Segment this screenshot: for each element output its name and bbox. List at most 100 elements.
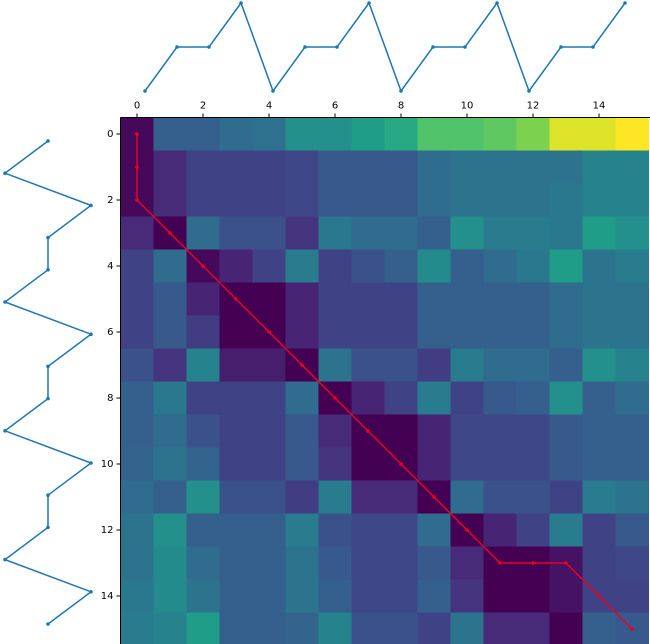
heatmap-cell bbox=[153, 315, 187, 349]
heatmap-cell bbox=[384, 579, 418, 613]
heatmap-cell bbox=[252, 117, 286, 151]
heatmap-cell bbox=[153, 117, 187, 151]
heatmap-cell bbox=[252, 381, 286, 415]
heatmap-cell bbox=[153, 480, 187, 514]
heatmap-cell bbox=[417, 381, 451, 415]
heatmap-cell bbox=[219, 183, 253, 217]
heatmap-cell bbox=[384, 381, 418, 415]
heatmap-cell bbox=[516, 183, 550, 217]
heatmap-cell bbox=[318, 447, 352, 481]
heatmap-cell bbox=[252, 150, 286, 184]
heatmap-cell bbox=[615, 348, 649, 382]
series-point bbox=[591, 45, 595, 49]
heatmap-cell bbox=[516, 579, 550, 613]
heatmap-cell bbox=[417, 414, 451, 448]
heatmap-cell bbox=[120, 414, 154, 448]
heatmap-cell bbox=[252, 447, 286, 481]
heatmap-cell bbox=[120, 612, 154, 644]
heatmap-cell bbox=[285, 546, 319, 580]
heatmap-cell bbox=[384, 315, 418, 349]
y-tick-label: 10 bbox=[101, 459, 114, 470]
heatmap-cell bbox=[285, 579, 319, 613]
x-tick-label: 10 bbox=[461, 101, 474, 112]
series-point bbox=[3, 429, 7, 433]
heatmap-cell bbox=[186, 282, 220, 316]
series-point bbox=[143, 89, 147, 93]
heatmap-cell bbox=[483, 315, 517, 349]
heatmap-cell bbox=[549, 315, 583, 349]
series-point bbox=[46, 364, 50, 369]
heatmap-cell bbox=[285, 447, 319, 481]
heatmap-cell bbox=[252, 579, 286, 613]
heatmap-cell bbox=[318, 117, 352, 151]
heatmap-cell bbox=[153, 282, 187, 316]
series-point bbox=[303, 45, 307, 49]
heatmap-cell bbox=[153, 381, 187, 415]
series-point bbox=[239, 1, 243, 5]
heatmap-cell bbox=[384, 117, 418, 151]
heatmap-cell bbox=[318, 414, 352, 448]
heatmap-cell bbox=[285, 480, 319, 514]
heatmap-cell bbox=[582, 117, 616, 151]
heatmap-cell bbox=[252, 612, 286, 644]
series-point bbox=[46, 139, 50, 143]
heatmap-cell bbox=[417, 183, 451, 217]
heatmap-cell bbox=[219, 546, 253, 580]
y-tick-label: 8 bbox=[107, 393, 113, 404]
series-point bbox=[527, 89, 531, 93]
heatmap-cell bbox=[186, 315, 220, 349]
heatmap-cell bbox=[582, 150, 616, 184]
heatmap-cell bbox=[285, 117, 319, 151]
heatmap-cell bbox=[582, 513, 616, 547]
y-tick-label: 0 bbox=[107, 129, 113, 140]
heatmap-cell bbox=[186, 117, 220, 151]
heatmap-cell bbox=[252, 480, 286, 514]
heatmap-cell bbox=[120, 447, 154, 481]
x-tick-label: 12 bbox=[527, 101, 540, 112]
heatmap-cell bbox=[252, 183, 286, 217]
heatmap-cell bbox=[219, 480, 253, 514]
heatmap-cell bbox=[582, 381, 616, 415]
series-point bbox=[399, 89, 403, 93]
heatmap-cell bbox=[615, 381, 649, 415]
heatmap-cell bbox=[483, 117, 517, 151]
heatmap-cell bbox=[549, 480, 583, 514]
heatmap-cell bbox=[384, 612, 418, 644]
heatmap-cell bbox=[516, 447, 550, 481]
series-point bbox=[431, 45, 435, 49]
heatmap-cell bbox=[582, 282, 616, 316]
heatmap-cell bbox=[318, 579, 352, 613]
heatmap-cell bbox=[483, 183, 517, 217]
series-line bbox=[144, 1, 626, 93]
heatmap-cell bbox=[450, 381, 484, 415]
heatmap-cell bbox=[285, 249, 319, 283]
heatmap-cell bbox=[318, 612, 352, 644]
heatmap-cell bbox=[351, 348, 385, 382]
heatmap-cell bbox=[219, 216, 253, 250]
x-tick-label: 8 bbox=[398, 101, 404, 112]
heatmap-cell bbox=[219, 414, 253, 448]
heatmap-cell bbox=[549, 579, 583, 613]
heatmap-cell bbox=[285, 315, 319, 349]
heatmap-cell bbox=[252, 282, 286, 316]
warping-point bbox=[135, 165, 139, 169]
heatmap-cell bbox=[120, 546, 154, 580]
heatmap-cell bbox=[285, 183, 319, 217]
warping-point bbox=[201, 264, 205, 268]
heatmap-cell bbox=[219, 513, 253, 547]
heatmap-cell bbox=[516, 249, 550, 283]
heatmap-cell bbox=[549, 612, 583, 644]
warping-point bbox=[366, 429, 370, 433]
x-tick-label: 2 bbox=[200, 101, 206, 112]
heatmap-cell bbox=[549, 117, 583, 151]
heatmap-cell bbox=[219, 381, 253, 415]
heatmap-cell bbox=[450, 414, 484, 448]
heatmap-cell bbox=[318, 546, 352, 580]
heatmap-cell bbox=[615, 249, 649, 283]
heatmap-cell bbox=[318, 249, 352, 283]
heatmap-cell bbox=[351, 150, 385, 184]
heatmap-cell bbox=[186, 183, 220, 217]
heatmap-cell bbox=[483, 348, 517, 382]
heatmap-cell bbox=[318, 348, 352, 382]
